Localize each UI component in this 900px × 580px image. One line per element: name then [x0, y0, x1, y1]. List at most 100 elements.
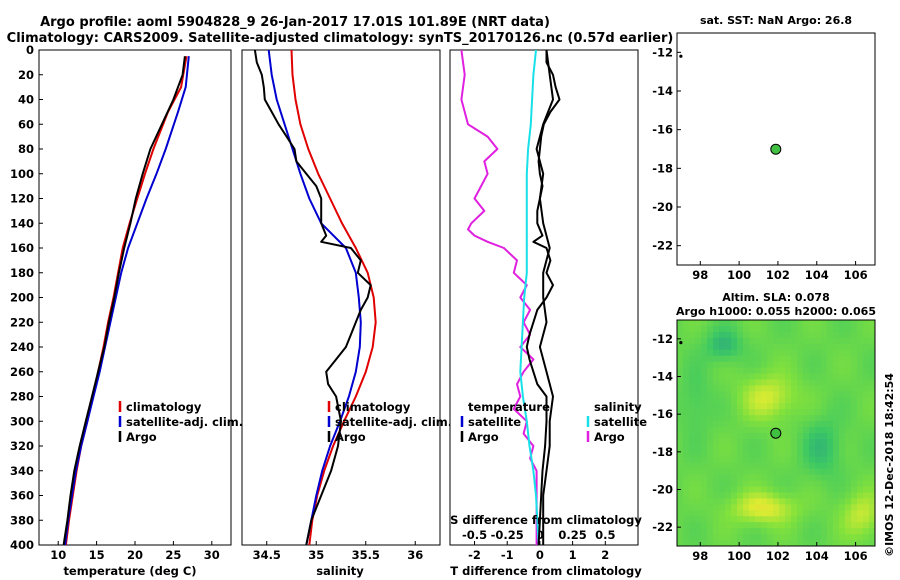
- sla-cell: [749, 325, 756, 333]
- salinity-tick-label: 35.5: [352, 548, 380, 562]
- sla-cell: [749, 320, 756, 327]
- sla-cell: [773, 456, 780, 464]
- sla-cell: [677, 444, 684, 452]
- sla-cell: [743, 331, 750, 339]
- sla-cell: [713, 343, 720, 351]
- sla-cell: [779, 397, 786, 404]
- sla-cell: [725, 534, 732, 541]
- sla-cell: [677, 438, 684, 446]
- sla-cell: [725, 337, 732, 345]
- sla-cell: [779, 528, 786, 535]
- sla-cell: [803, 516, 810, 523]
- sla-cell: [719, 367, 726, 375]
- sla-cell: [869, 480, 875, 488]
- sla-cell: [689, 480, 696, 488]
- depth-tick-label: 380: [10, 513, 34, 527]
- sla-cell: [725, 325, 732, 333]
- sla-cell: [713, 528, 720, 535]
- sla-cell: [845, 456, 852, 464]
- sla-cell: [821, 480, 828, 488]
- series-salinity-satellite: [519, 50, 540, 545]
- latitude-tick-label: -18: [652, 161, 673, 175]
- depth-tick-label: 360: [10, 489, 34, 503]
- sla-cell: [797, 528, 804, 535]
- sla-cell: [683, 468, 690, 476]
- sla-cell: [803, 528, 810, 535]
- sla-cell: [725, 456, 732, 464]
- sla-cell: [719, 331, 726, 339]
- sla-cell: [797, 367, 804, 375]
- sla-cell: [869, 427, 875, 434]
- sla-cell: [761, 528, 768, 535]
- sla-cell: [761, 427, 768, 434]
- sla-cell: [839, 468, 846, 476]
- sla-cell: [755, 534, 762, 541]
- sla-cell: [737, 492, 744, 500]
- sla-cell: [797, 492, 804, 500]
- sla-cell: [731, 462, 738, 470]
- sla-cell: [791, 349, 798, 357]
- sla-cell: [839, 397, 846, 404]
- sla-cell: [809, 480, 816, 488]
- sla-cell: [707, 367, 714, 375]
- sla-cell: [725, 486, 732, 494]
- sla-cell: [863, 415, 870, 422]
- sla-cell: [689, 516, 696, 523]
- sla-cell: [809, 528, 816, 535]
- sla-cell: [707, 379, 714, 387]
- sst-map-panel: sat. SST: NaN Argo: 26.8 98 100 102 104 106 -…: [652, 14, 876, 282]
- sla-cell: [725, 379, 732, 387]
- sla-cell: [743, 516, 750, 523]
- sla-cell: [731, 415, 738, 422]
- sla-cell: [821, 409, 828, 416]
- sla-cell: [719, 528, 726, 535]
- sla-cell: [683, 480, 690, 488]
- temperature-x-axis: 10 15 20 25 30: [50, 541, 220, 562]
- sla-cell: [821, 468, 828, 476]
- sla-cell: [707, 415, 714, 422]
- sla-cell: [845, 468, 852, 476]
- sla-cell: [827, 391, 834, 398]
- sla-cell: [749, 540, 756, 546]
- sla-cell: [869, 397, 875, 404]
- t-difference-tick-label: 0: [536, 548, 544, 562]
- sla-cell: [869, 462, 875, 470]
- sla-cell: [707, 331, 714, 339]
- sla-cell: [761, 522, 768, 529]
- sla-cell: [785, 433, 792, 440]
- sla-cell: [695, 534, 702, 541]
- sla-cell: [701, 456, 708, 464]
- sla-cell: [821, 433, 828, 440]
- sla-cell: [785, 349, 792, 357]
- sla-cell: [755, 456, 762, 464]
- sla-cell: [755, 373, 762, 381]
- sla-cell: [773, 468, 780, 476]
- sla-cell: [731, 540, 738, 546]
- sla-cell: [797, 391, 804, 398]
- sla-cell: [851, 349, 858, 357]
- sla-cell: [755, 403, 762, 410]
- sla-cell: [719, 379, 726, 387]
- sla-cell: [743, 421, 750, 428]
- sla-cell: [743, 415, 750, 422]
- sla-cell: [785, 486, 792, 494]
- sla-cell: [851, 421, 858, 428]
- sla-cell: [719, 415, 726, 422]
- sla-cell: [707, 522, 714, 529]
- depth-tick-label: 100: [10, 167, 34, 181]
- sla-cell: [731, 373, 738, 381]
- sla-cell: [803, 379, 810, 387]
- sla-cell: [791, 486, 798, 494]
- sla-cell: [827, 409, 834, 416]
- sla-cell: [815, 385, 822, 392]
- sla-cell: [839, 456, 846, 464]
- sla-cell: [677, 397, 684, 404]
- sla-cell: [773, 438, 780, 446]
- sla-cell: [695, 373, 702, 381]
- sla-cell: [785, 427, 792, 434]
- sla-cell: [713, 438, 720, 446]
- difference-series: [460, 50, 561, 545]
- sla-cell: [731, 486, 738, 494]
- sla-cell: [743, 462, 750, 470]
- sla-cell: [695, 498, 702, 505]
